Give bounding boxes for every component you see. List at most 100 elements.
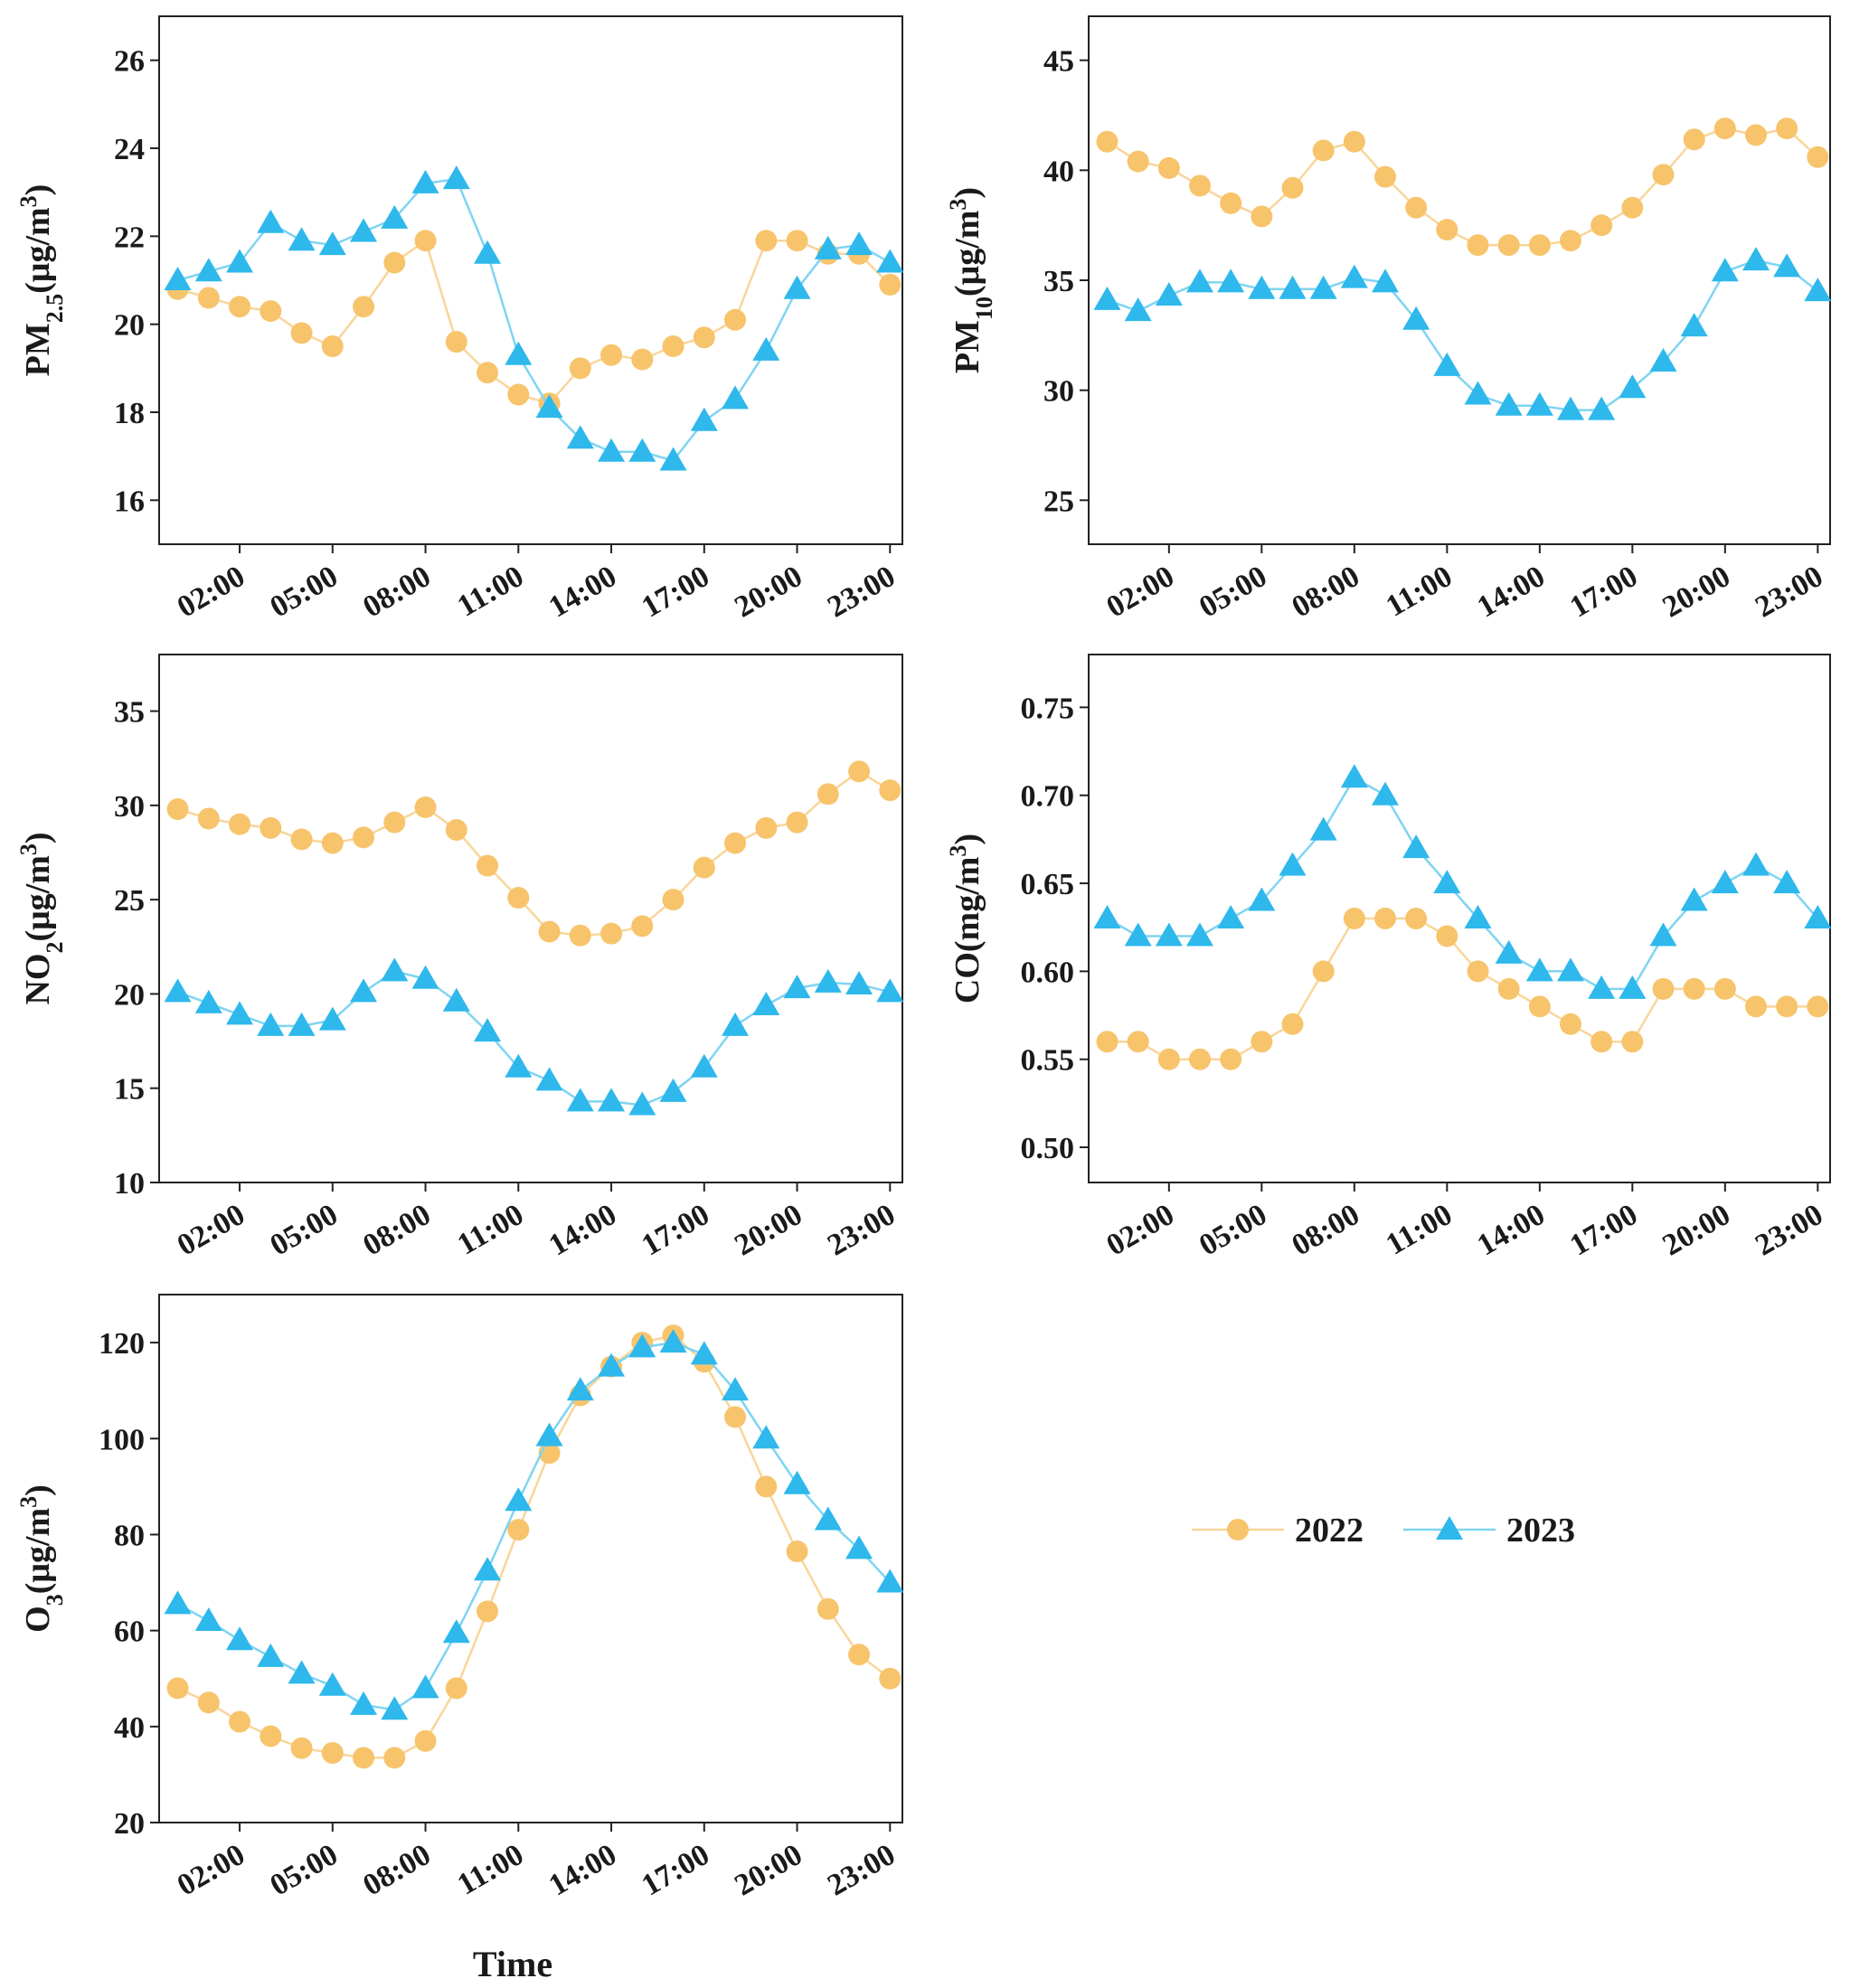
plot-frame [158,15,903,545]
data-point-2023 [226,1626,254,1651]
data-point-2022 [477,854,499,877]
data-point-2022 [290,1737,313,1759]
y-tick-label: 0.65 [1021,868,1075,901]
data-point-2022 [1374,165,1396,188]
data-point-2023 [257,1643,285,1667]
data-point-2023 [690,1341,718,1365]
y-tick-label: 20 [114,978,145,1012]
data-point-2023 [1279,852,1307,876]
data-point-2022 [383,811,406,834]
data-point-2023 [752,991,780,1015]
data-point-2022 [600,922,623,945]
data-point-2023 [783,275,811,299]
data-point-2023 [194,989,222,1013]
data-point-2022 [1467,234,1489,257]
data-point-2022 [477,1600,499,1623]
data-point-2022 [1745,995,1767,1018]
y-tick-label: 35 [1043,265,1074,298]
data-point-2023 [845,971,873,994]
y-tick-label: 35 [114,696,145,730]
data-point-2022 [816,1597,839,1620]
data-point-2023 [1680,887,1708,911]
data-point-2022 [786,811,808,834]
series-2022 [166,230,901,415]
data-point-2023 [659,447,687,471]
data-point-2022 [321,832,344,854]
y-tick-label: 18 [114,397,145,430]
data-point-2022 [1528,234,1551,257]
data-point-2023 [474,1557,502,1581]
data-point-2023 [505,1053,533,1078]
data-point-2022 [1621,196,1644,219]
data-point-2023 [1588,975,1616,999]
data-point-2022 [1560,1013,1581,1035]
data-point-2022 [166,1677,189,1700]
data-point-2023 [598,1352,626,1377]
data-point-2023 [1186,269,1213,293]
data-point-2022 [1497,234,1520,257]
data-point-2023 [194,258,222,282]
data-point-2023 [566,1377,594,1401]
series-2023 [164,957,904,1116]
data-point-2023 [690,407,718,431]
data-point-2022 [662,889,684,911]
data-point-2022 [1436,925,1458,947]
data-point-2022 [879,779,901,802]
data-point-2023 [535,394,563,419]
data-point-2022 [848,760,871,783]
data-point-2023 [318,231,346,256]
y-tick-label: 80 [114,1519,145,1552]
data-point-2023 [442,165,470,190]
data-point-2022 [383,1747,406,1769]
y-tick-label: 0.60 [1021,956,1075,989]
data-point-2023 [690,1053,718,1078]
data-point-2022 [848,1644,871,1666]
data-point-2023 [628,1091,656,1116]
data-point-2022 [1281,176,1304,199]
data-point-2023 [1711,258,1739,282]
data-point-2023 [442,1619,470,1644]
data-point-2023 [288,1012,316,1036]
data-point-2023 [535,1067,563,1091]
y-tick-label: 15 [114,1073,145,1107]
data-point-2023 [288,1660,316,1684]
data-point-2022 [1251,1031,1273,1053]
data-point-2023 [1402,306,1430,330]
series-2022 [166,760,901,947]
data-point-2023 [1124,922,1152,947]
data-point-2023 [845,231,873,256]
data-point-2022 [693,856,715,879]
data-point-2023 [566,425,594,449]
data-point-2023 [350,1691,378,1715]
data-point-2023 [783,975,811,999]
data-point-2022 [569,357,591,380]
data-point-2022 [1127,1031,1149,1053]
data-point-2023 [598,1088,626,1112]
data-point-2023 [1464,381,1492,405]
data-point-2023 [1155,922,1183,947]
data-point-2023 [411,169,439,193]
data-point-2023 [1773,253,1801,278]
data-point-2023 [535,1422,563,1446]
data-point-2022 [290,322,313,344]
y-tick-label: 20 [114,309,145,343]
data-point-2022 [229,813,251,835]
data-point-2023 [381,1696,409,1720]
data-point-2022 [353,826,375,849]
data-point-2022 [197,807,220,830]
data-point-2022 [260,816,282,839]
data-point-2022 [1807,995,1829,1018]
series-2023 [1093,247,1832,420]
data-point-2022 [755,816,778,839]
data-point-2023 [164,1590,192,1615]
data-point-2023 [876,978,904,1003]
data-point-2023 [505,341,533,365]
data-point-2022 [414,230,437,252]
data-point-2022 [786,1540,808,1563]
data-point-2023 [1525,957,1553,982]
data-point-2023 [288,227,316,251]
data-point-2023 [814,235,842,259]
y-tick-label: 0.75 [1021,692,1075,725]
data-point-2022 [569,924,591,947]
